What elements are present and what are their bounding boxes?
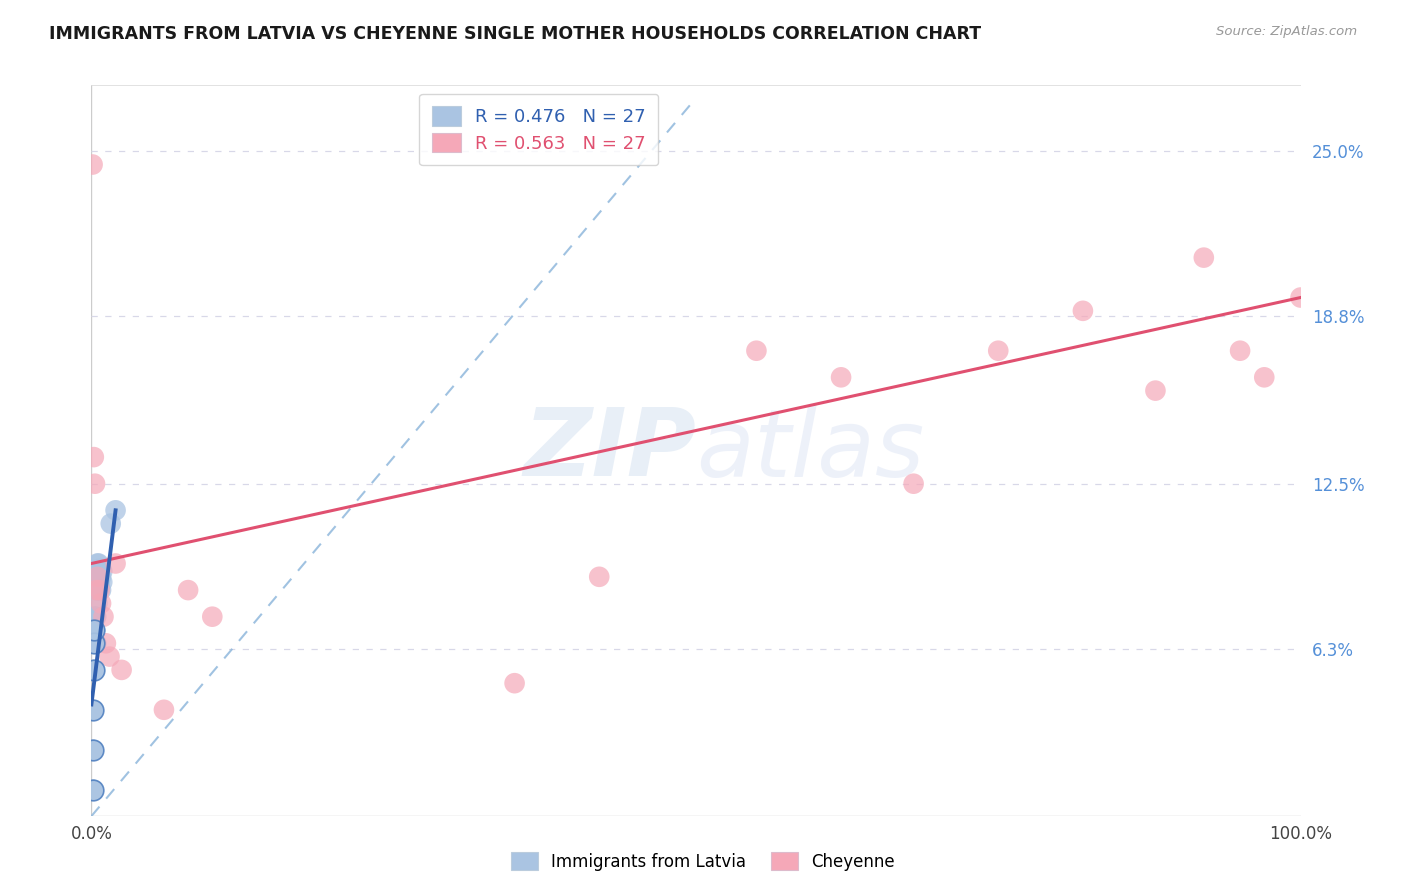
Point [84,609,107,624]
Point [1144,384,1167,398]
Point [89,583,111,598]
Point [86,596,108,610]
Point [503,676,526,690]
Point [98,649,121,664]
Point [91,565,114,579]
Point [84,636,107,650]
Point [201,609,224,624]
Point [94,636,117,650]
Point [111,663,132,677]
Point [1192,251,1215,265]
Point [588,570,610,584]
Point [987,343,1010,358]
Point [100,516,122,531]
Point [87,570,110,584]
Point [104,557,127,571]
Point [177,583,200,598]
Text: IMMIGRANTS FROM LATVIA VS CHEYENNE SINGLE MOTHER HOUSEHOLDS CORRELATION CHART: IMMIGRANTS FROM LATVIA VS CHEYENNE SINGL… [49,25,981,43]
Point [82,703,104,717]
Point [90,570,112,584]
Point [91,575,114,590]
Point [84,623,107,637]
Point [86,583,108,598]
Point [83,663,105,677]
Point [82,742,104,756]
Point [84,583,107,598]
Point [86,557,108,571]
Point [83,636,105,650]
Point [83,663,105,677]
Point [745,343,768,358]
Text: ZIP: ZIP [523,404,696,497]
Point [104,503,127,517]
Point [89,575,111,590]
Point [83,623,105,637]
Point [1071,303,1094,318]
Point [87,557,110,571]
Point [84,583,107,598]
Point [84,609,107,624]
Point [82,782,104,797]
Text: atlas: atlas [696,405,924,496]
Point [93,609,115,624]
Point [87,583,110,598]
Point [86,570,108,584]
Point [153,703,176,717]
Point [90,583,112,598]
Point [830,370,852,384]
Point [1229,343,1251,358]
Point [83,623,105,637]
Point [1289,291,1312,305]
Point [1253,370,1275,384]
Text: Source: ZipAtlas.com: Source: ZipAtlas.com [1216,25,1357,38]
Point [86,570,108,584]
Legend: R = 0.476   N = 27, R = 0.563   N = 27: R = 0.476 N = 27, R = 0.563 N = 27 [419,94,658,165]
Point [83,609,105,624]
Point [83,636,105,650]
Point [82,703,104,717]
Point [82,157,104,171]
Point [82,742,104,756]
Point [89,562,111,576]
Point [903,476,925,491]
Point [90,596,112,610]
Point [82,782,104,797]
Legend: Immigrants from Latvia, Cheyenne: Immigrants from Latvia, Cheyenne [503,844,903,880]
Point [84,476,107,491]
Point [83,450,105,464]
